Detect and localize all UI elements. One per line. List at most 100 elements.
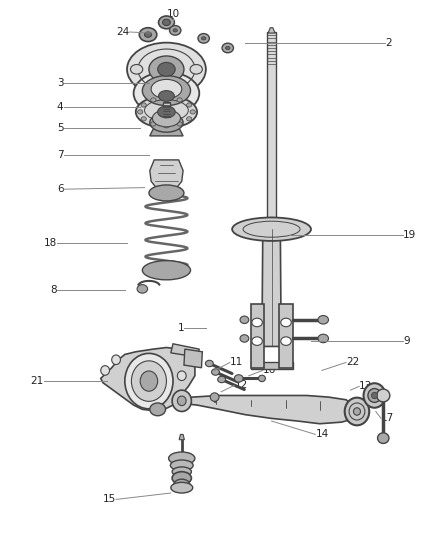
- Ellipse shape: [263, 217, 280, 224]
- Ellipse shape: [136, 96, 197, 128]
- Ellipse shape: [368, 389, 381, 402]
- Polygon shape: [182, 395, 359, 424]
- Ellipse shape: [174, 479, 190, 490]
- Ellipse shape: [172, 472, 191, 484]
- Polygon shape: [150, 160, 183, 192]
- Ellipse shape: [151, 79, 182, 99]
- Ellipse shape: [252, 337, 262, 345]
- Ellipse shape: [142, 76, 191, 106]
- Ellipse shape: [281, 318, 291, 327]
- Ellipse shape: [151, 98, 156, 102]
- Ellipse shape: [222, 43, 233, 53]
- Text: 6: 6: [57, 184, 64, 194]
- Ellipse shape: [353, 408, 360, 415]
- Text: 9: 9: [403, 336, 410, 346]
- Text: 16: 16: [263, 366, 276, 375]
- Ellipse shape: [318, 316, 328, 324]
- Ellipse shape: [164, 124, 169, 128]
- Text: 3: 3: [57, 78, 64, 87]
- Ellipse shape: [149, 185, 184, 201]
- Ellipse shape: [150, 403, 166, 416]
- Ellipse shape: [177, 396, 186, 406]
- Ellipse shape: [371, 392, 378, 399]
- Ellipse shape: [139, 28, 157, 42]
- Ellipse shape: [240, 335, 249, 342]
- Ellipse shape: [190, 64, 202, 74]
- Ellipse shape: [201, 37, 206, 40]
- Ellipse shape: [142, 261, 191, 280]
- Ellipse shape: [169, 452, 195, 465]
- Text: 12: 12: [234, 381, 247, 390]
- Text: 21: 21: [31, 376, 44, 386]
- Ellipse shape: [378, 433, 389, 443]
- Ellipse shape: [190, 110, 195, 114]
- Text: 13: 13: [359, 382, 372, 391]
- Ellipse shape: [141, 103, 146, 107]
- Text: 5: 5: [57, 123, 64, 133]
- Ellipse shape: [164, 96, 169, 100]
- Ellipse shape: [205, 360, 213, 367]
- Ellipse shape: [141, 117, 146, 121]
- Ellipse shape: [170, 460, 193, 471]
- Polygon shape: [267, 32, 276, 219]
- Ellipse shape: [158, 106, 175, 118]
- Ellipse shape: [137, 285, 148, 293]
- Ellipse shape: [159, 91, 174, 101]
- Ellipse shape: [226, 46, 230, 50]
- Ellipse shape: [198, 34, 209, 43]
- Polygon shape: [262, 229, 281, 346]
- Ellipse shape: [150, 113, 183, 132]
- Ellipse shape: [152, 110, 180, 127]
- Ellipse shape: [138, 110, 143, 114]
- Ellipse shape: [162, 19, 170, 26]
- Ellipse shape: [364, 383, 385, 408]
- Text: 2: 2: [385, 38, 392, 47]
- Ellipse shape: [232, 217, 311, 241]
- Ellipse shape: [112, 355, 120, 365]
- Ellipse shape: [173, 29, 177, 32]
- Ellipse shape: [187, 103, 192, 107]
- Ellipse shape: [177, 122, 182, 126]
- Text: 22: 22: [346, 358, 359, 367]
- Ellipse shape: [210, 393, 219, 401]
- Ellipse shape: [281, 337, 291, 345]
- Ellipse shape: [131, 64, 143, 74]
- Ellipse shape: [377, 389, 390, 402]
- Ellipse shape: [172, 390, 191, 411]
- Text: 18: 18: [44, 238, 57, 247]
- Ellipse shape: [263, 223, 280, 230]
- Polygon shape: [184, 349, 202, 368]
- Polygon shape: [150, 125, 183, 136]
- Bar: [163, 102, 170, 117]
- Ellipse shape: [177, 371, 186, 381]
- Ellipse shape: [258, 375, 265, 382]
- Polygon shape: [179, 434, 184, 440]
- Polygon shape: [171, 344, 199, 357]
- Ellipse shape: [149, 56, 184, 83]
- Text: 17: 17: [381, 414, 394, 423]
- Ellipse shape: [145, 32, 152, 37]
- Ellipse shape: [158, 62, 175, 76]
- Ellipse shape: [125, 353, 173, 409]
- Ellipse shape: [172, 467, 191, 477]
- Text: 14: 14: [315, 430, 328, 439]
- Ellipse shape: [263, 221, 280, 227]
- Text: 8: 8: [50, 286, 57, 295]
- Ellipse shape: [151, 122, 156, 126]
- Polygon shape: [251, 362, 293, 369]
- Ellipse shape: [159, 16, 174, 29]
- Ellipse shape: [177, 98, 182, 102]
- Ellipse shape: [171, 482, 193, 493]
- Text: 1: 1: [177, 323, 184, 333]
- Ellipse shape: [134, 72, 199, 115]
- Ellipse shape: [240, 316, 249, 324]
- Ellipse shape: [218, 376, 226, 383]
- Polygon shape: [279, 304, 293, 368]
- Ellipse shape: [234, 375, 243, 382]
- Ellipse shape: [252, 318, 262, 327]
- Ellipse shape: [187, 117, 192, 121]
- Polygon shape: [268, 28, 275, 33]
- Ellipse shape: [212, 369, 219, 375]
- Text: 4: 4: [57, 102, 64, 111]
- Ellipse shape: [101, 366, 110, 375]
